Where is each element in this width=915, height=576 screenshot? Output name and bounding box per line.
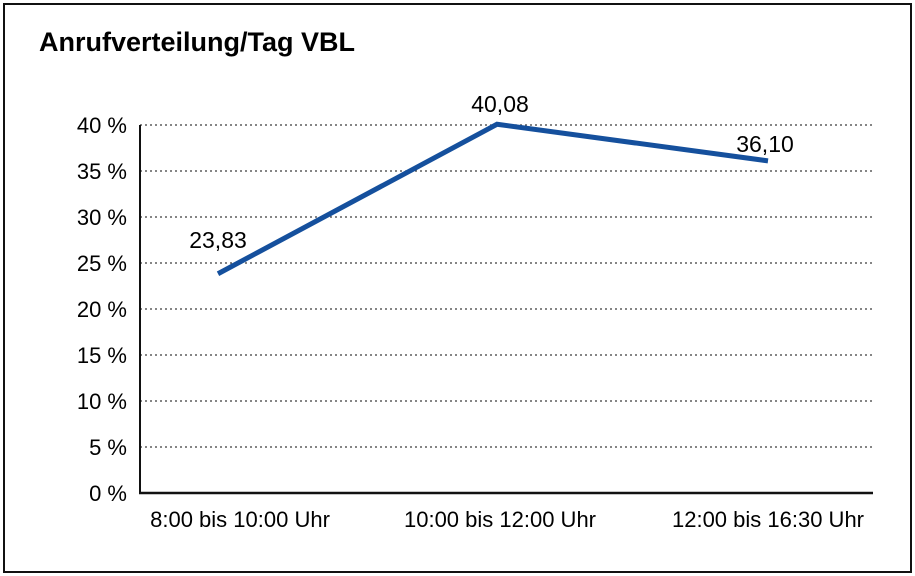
x-category-label-1: 10:00 bis 12:00 Uhr <box>404 507 596 532</box>
y-tick-label-35: 35 % <box>77 159 127 184</box>
y-tick-label-30: 30 % <box>77 205 127 230</box>
line-chart: 0 % 5 % 10 % 15 % 20 % 25 % 30 % 35 % 40 % 8:00 b… <box>77 91 873 532</box>
chart-title: Anrufverteilung/Tag VBL <box>39 27 356 57</box>
data-label-0: 23,83 <box>189 227 247 253</box>
x-category-label-0: 8:00 bis 10:00 Uhr <box>150 507 330 532</box>
data-label-1: 40,08 <box>471 91 529 117</box>
y-tick-label-10: 10 % <box>77 389 127 414</box>
y-tick-label-15: 15 % <box>77 343 127 368</box>
y-tick-label-25: 25 % <box>77 251 127 276</box>
y-tick-label-40: 40 % <box>77 113 127 138</box>
y-tick-label-5: 5 % <box>89 435 127 460</box>
chart-frame: Anrufverteilung/Tag VBL 0 % 5 % 10 % 15 % 20… <box>3 3 912 573</box>
data-label-2: 36,10 <box>736 131 794 157</box>
x-category-label-2: 12:00 bis 16:30 Uhr <box>672 507 864 532</box>
series-line <box>216 121 769 276</box>
y-tick-label-0: 0 % <box>89 481 127 506</box>
y-tick-label-20: 20 % <box>77 297 127 322</box>
